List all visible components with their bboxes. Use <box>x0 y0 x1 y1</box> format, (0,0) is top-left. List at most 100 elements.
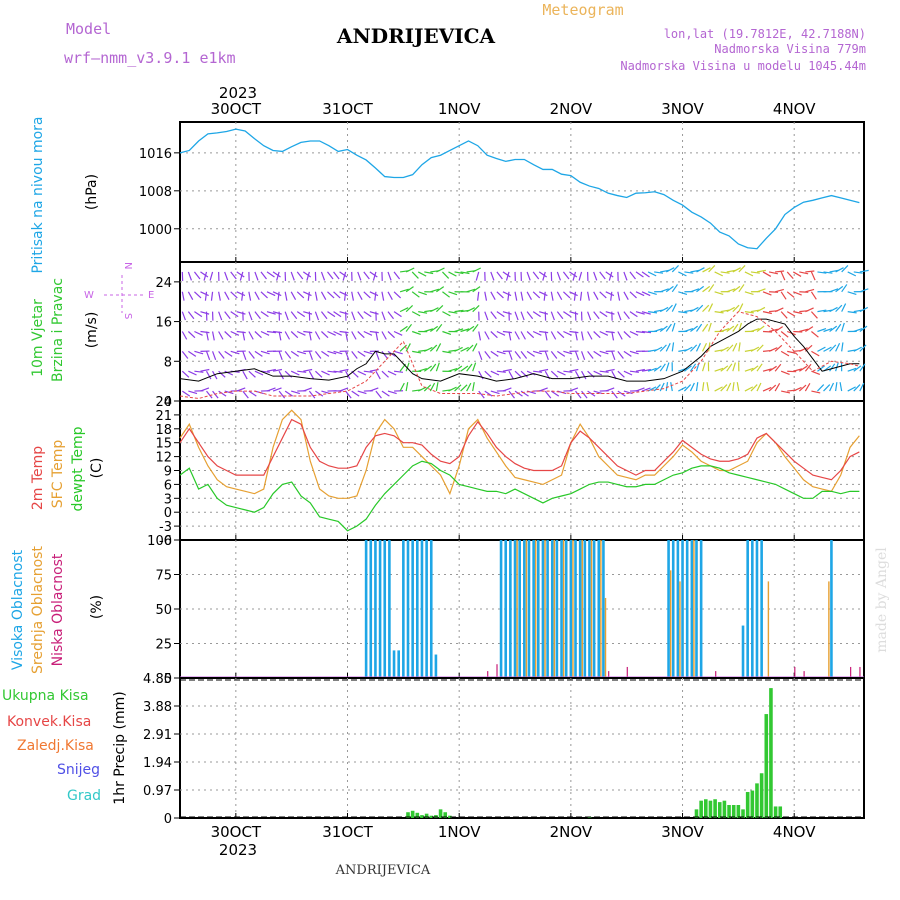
wind-arrow <box>683 384 692 392</box>
cloud-high-bar <box>425 540 428 678</box>
wind-arrow <box>702 304 710 313</box>
wind-arrow <box>732 285 741 293</box>
wind-arrow <box>236 330 246 334</box>
y-tick-label: 25 <box>155 638 172 653</box>
station-title: ANDRIJEVICA <box>336 24 496 48</box>
wind-arrow <box>654 271 664 274</box>
wind-arrow <box>811 331 819 338</box>
wind-arrow <box>320 271 326 281</box>
wind-arrow <box>720 346 729 352</box>
cloud-high-bar <box>392 650 396 678</box>
wind-arrow <box>429 363 437 372</box>
wind-arrow <box>641 330 652 334</box>
cloud-mid-bar <box>590 540 593 678</box>
wind-arrow <box>181 331 188 340</box>
wind-arrow <box>205 331 209 341</box>
wind-arrow <box>804 382 811 392</box>
wind-arrow <box>411 330 421 335</box>
wind-arrow <box>544 390 552 399</box>
wind-arrow <box>756 306 766 313</box>
wind-arrow <box>204 291 208 301</box>
cloud-mid-bar <box>669 570 672 678</box>
cloud-labels: Visoka Oblacnost Srednja Oblacnost Niska… <box>10 546 105 674</box>
wind-arrow <box>472 343 478 352</box>
precip-bar <box>708 800 713 818</box>
precip-bar <box>769 688 773 818</box>
wind-arrow <box>484 311 489 321</box>
wind-arrow <box>623 350 632 357</box>
wind-arrow <box>786 311 796 317</box>
wind-arrow <box>423 365 433 372</box>
wind-arrow <box>557 350 566 357</box>
wind-arrow <box>762 386 772 392</box>
wind-arrow <box>623 311 630 320</box>
wind-arrow <box>690 306 699 313</box>
wind-arrow <box>472 304 480 313</box>
wind-arrow <box>272 271 281 278</box>
wind-arrow <box>200 311 210 315</box>
cloud-high-bar <box>667 540 670 678</box>
wind-arrow <box>490 331 498 339</box>
wind-arrow <box>623 291 629 300</box>
wind-arrow <box>793 291 802 296</box>
wind-arrow <box>490 370 500 376</box>
wind-arrow <box>278 390 286 399</box>
cloud-low-bar <box>626 666 628 678</box>
wind-arrow <box>435 343 442 352</box>
wind-arrow <box>671 322 676 332</box>
wind-arrow <box>296 311 306 318</box>
wind-arrow <box>738 342 741 352</box>
wind-arrow <box>744 271 754 277</box>
y-tick-label: 3.88 <box>143 700 172 715</box>
wind-arrow <box>635 291 645 297</box>
wind-arrow <box>811 390 821 394</box>
wind-arrow <box>478 390 485 399</box>
precip-snow-label: Snijeg <box>57 762 100 778</box>
wind-arrow <box>369 330 379 334</box>
wind-arrow <box>272 368 283 372</box>
wind-arrow <box>623 370 633 376</box>
wind-arrow <box>315 390 324 397</box>
wind-arrow <box>200 368 210 372</box>
cloud-high-bar <box>550 540 554 678</box>
cloud-high-bar <box>378 540 382 678</box>
wind-arrow <box>520 291 524 301</box>
wind-arrow <box>847 311 857 314</box>
wind-arrow <box>321 350 330 357</box>
wind-arrow <box>550 370 559 378</box>
wind-arrow <box>436 267 445 273</box>
wind-arrow <box>538 291 548 297</box>
y-tick-label: 1000 <box>139 223 172 238</box>
wind-arrow <box>266 271 275 278</box>
panel-wind: 0 8 16 24 <box>155 261 869 410</box>
y-tick-label: 1016 <box>139 147 172 162</box>
wind-arrow <box>284 390 293 397</box>
wind-arrow <box>563 370 573 373</box>
wind-arrow <box>272 330 283 334</box>
wind-arrow <box>478 331 482 341</box>
precip-bar <box>424 813 429 818</box>
wind-arrow <box>829 344 837 352</box>
wind-arrow <box>435 304 444 313</box>
wind-arrow <box>351 291 355 301</box>
wind-arrow <box>859 306 869 313</box>
wind-arrow <box>290 331 299 339</box>
cloud-high-bar <box>518 540 521 678</box>
wind-arrow <box>236 271 245 278</box>
wind-arrow <box>514 370 523 378</box>
wind-arrow <box>454 309 464 313</box>
wind-arrow <box>224 350 233 357</box>
wind-arrow <box>436 286 445 293</box>
wind-arrow <box>209 271 214 281</box>
wind-arrow <box>290 291 297 300</box>
wind-arrow <box>599 291 607 299</box>
wind-arrow <box>841 284 848 293</box>
wind-arrow <box>550 311 555 321</box>
wind-dir-s: S <box>122 313 133 319</box>
wind-arrow <box>339 291 349 297</box>
wind-arrow <box>859 269 869 273</box>
wind-arrow <box>526 291 533 300</box>
wind-arrow <box>230 350 240 355</box>
wind-arrow <box>726 344 734 352</box>
wind-arrow <box>411 311 421 317</box>
